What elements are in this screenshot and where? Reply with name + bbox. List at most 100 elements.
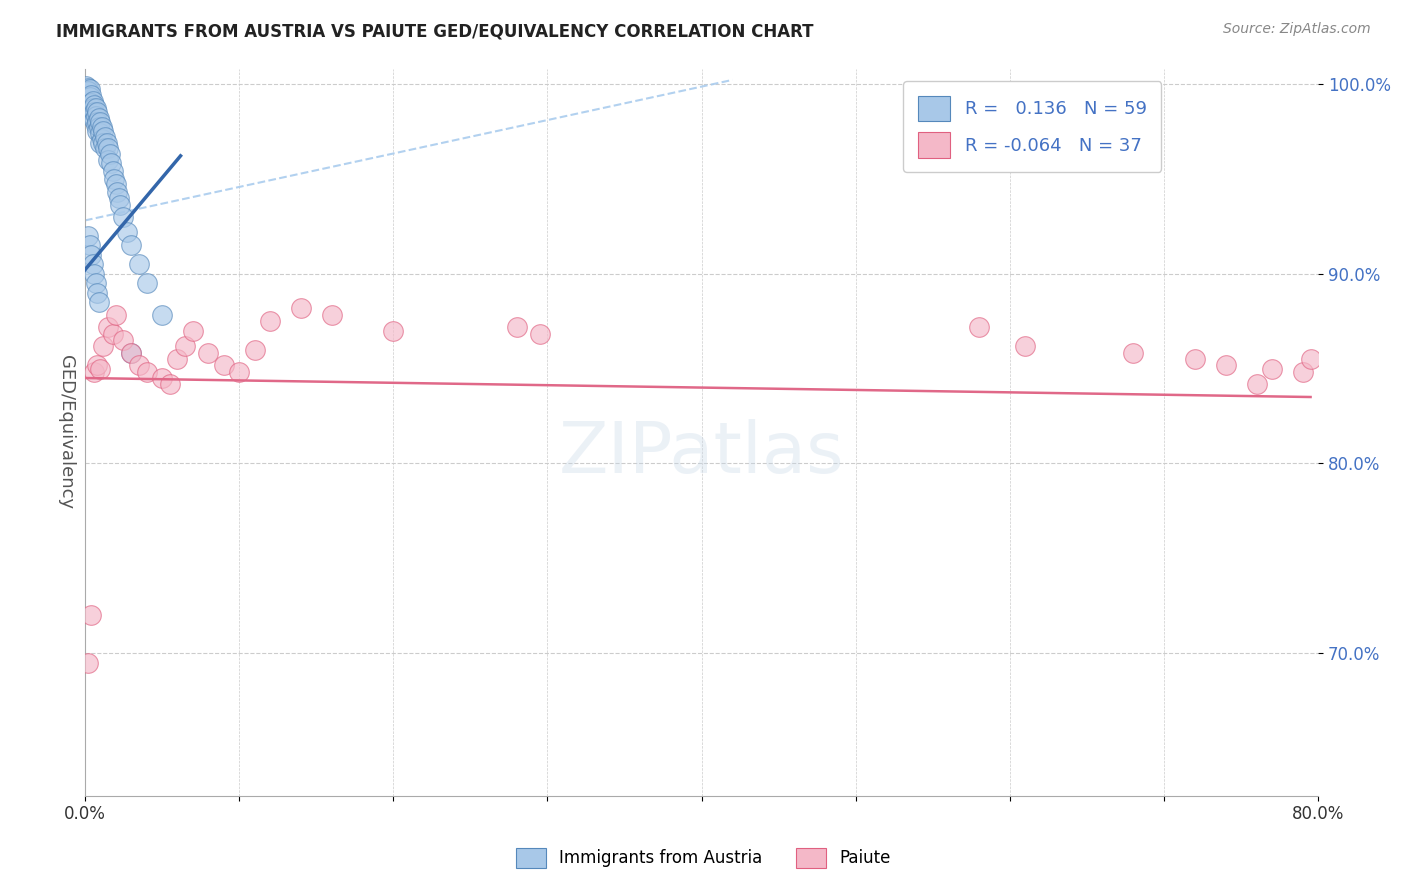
Point [90,120,112,135]
Point [86,358,108,372]
Point [98,147,121,161]
Point [110,198,132,212]
Point [259,314,281,328]
Point [77,656,100,670]
Point [82,257,104,271]
Point [82,102,104,116]
Point [1292,365,1315,379]
Point [86,285,108,300]
Text: Source: ZipAtlas.com: Source: ZipAtlas.com [1223,22,1371,37]
Point [150,309,173,323]
Point [80,88,103,103]
Point [83,97,105,112]
Point [101,164,124,178]
Point [120,238,142,252]
Point [212,358,235,372]
Point [108,191,131,205]
Point [82,94,104,108]
Point [1299,352,1322,367]
Point [84,102,107,116]
Point [128,358,150,372]
Point [1014,339,1036,353]
Point [79,82,101,96]
Point [77,228,100,243]
Point [97,153,120,167]
Point [228,365,250,379]
Point [150,371,173,385]
Point [105,185,128,199]
Point [120,346,142,360]
Legend: R =   0.136   N = 59, R = -0.064   N = 37: R = 0.136 N = 59, R = -0.064 N = 37 [904,81,1161,172]
Point [166,352,188,367]
Point [101,327,124,342]
Point [505,319,527,334]
Point [89,114,111,128]
Point [120,346,142,360]
Point [1261,361,1284,376]
Point [77,84,100,98]
Point [89,126,111,140]
Point [80,247,103,261]
Point [135,276,157,290]
Point [1246,376,1268,391]
Point [1215,358,1237,372]
Point [76,82,98,96]
Point [90,132,112,146]
Point [112,333,135,347]
Point [174,339,197,353]
Point [97,141,120,155]
Point [83,267,105,281]
Point [87,120,110,135]
Point [290,301,312,315]
Point [115,225,138,239]
Point [89,361,111,376]
Point [181,324,204,338]
Point [967,319,990,334]
Point [243,343,266,357]
Point [86,105,108,120]
Y-axis label: GED/Equivalency: GED/Equivalency [58,355,75,509]
Point [84,119,107,133]
Point [382,324,405,338]
Point [77,80,100,95]
Point [86,114,108,128]
Point [197,346,219,360]
Point [86,124,108,138]
Point [112,210,135,224]
Point [84,109,107,123]
Text: ZIPatlas: ZIPatlas [558,419,845,489]
Point [82,109,104,123]
Point [94,141,117,155]
Text: IMMIGRANTS FROM AUSTRIA VS PAIUTE GED/EQUIVALENCY CORRELATION CHART: IMMIGRANTS FROM AUSTRIA VS PAIUTE GED/EQ… [56,22,814,40]
Point [79,90,101,104]
Legend: Immigrants from Austria, Paiute: Immigrants from Austria, Paiute [509,841,897,875]
Point [100,156,122,170]
Point [84,276,107,290]
Point [80,95,103,110]
Point [93,124,115,138]
Point [80,608,103,623]
Point [1122,346,1144,360]
Point [93,136,115,150]
Point [104,178,127,192]
Point [103,171,125,186]
Point [321,309,343,323]
Point [1184,352,1206,367]
Point [94,129,117,144]
Point [79,99,101,113]
Point [76,78,98,93]
Point [529,327,551,342]
Point [89,136,111,150]
Point [79,238,101,252]
Point [87,111,110,125]
Point [96,136,118,150]
Point [104,309,127,323]
Point [80,103,103,118]
Point [135,365,157,379]
Point [83,365,105,379]
Point [87,295,110,310]
Point [128,257,150,271]
Point [159,376,181,391]
Point [83,105,105,120]
Point [83,112,105,127]
